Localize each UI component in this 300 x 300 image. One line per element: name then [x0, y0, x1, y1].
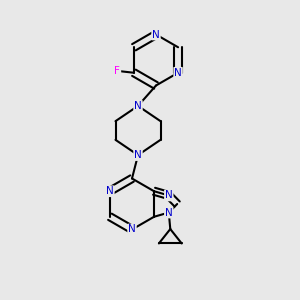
Text: N: N: [134, 150, 142, 160]
Text: N: N: [106, 186, 114, 196]
Text: N: N: [152, 29, 160, 40]
Text: N: N: [165, 190, 173, 200]
Text: N: N: [128, 224, 136, 235]
Text: F: F: [115, 66, 120, 76]
Text: N: N: [165, 208, 173, 218]
Text: N: N: [134, 101, 142, 111]
Text: N: N: [174, 68, 182, 78]
